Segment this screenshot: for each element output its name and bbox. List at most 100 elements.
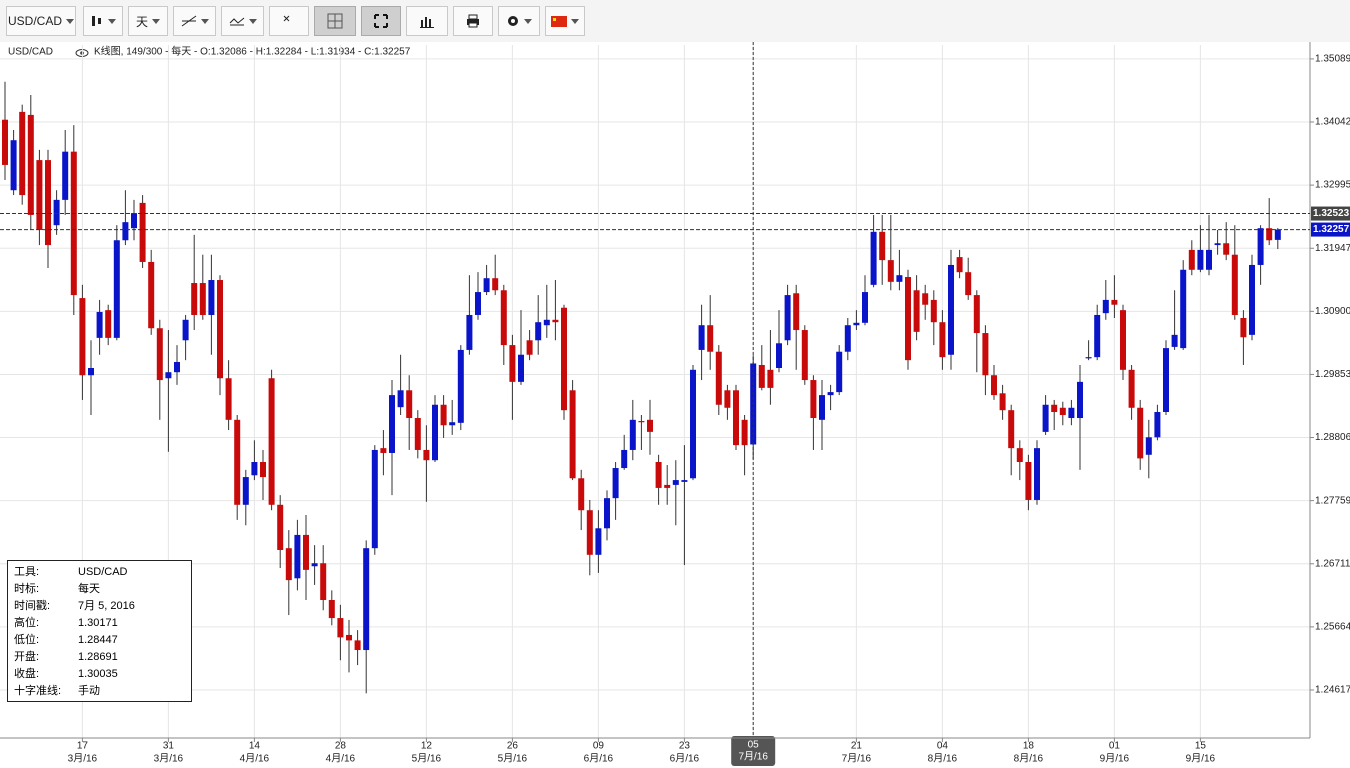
info-row: 工具: USD/CAD [14, 564, 191, 581]
candle-body [982, 333, 989, 376]
x-tick-label: 04 [937, 741, 949, 752]
candle-body [1111, 299, 1118, 305]
info-value: USD/CAD [78, 566, 128, 578]
candle-body [690, 369, 696, 479]
print-button[interactable] [453, 6, 493, 36]
candle-body [939, 322, 946, 358]
candle-body [1102, 299, 1109, 314]
settings-button[interactable] [498, 6, 540, 36]
legend-symbol: USD/CAD [8, 47, 53, 58]
candle-body [1051, 404, 1058, 412]
candle-body [741, 419, 748, 446]
x-tick-label: 28 [335, 741, 347, 752]
caret [108, 18, 116, 24]
candle-body [1145, 437, 1152, 455]
info-row: 低位: 1.28447 [14, 632, 191, 649]
candle-body [19, 111, 26, 196]
candle-body [217, 280, 223, 379]
icon [283, 15, 290, 22]
x-tick-month: 3月/16 [154, 753, 184, 765]
candles [2, 81, 1281, 694]
info-value: 每天 [78, 583, 100, 595]
candle-body [733, 390, 739, 446]
info-key: 工具: [14, 566, 40, 578]
candle-body [234, 419, 241, 505]
price-label-bg [1311, 222, 1350, 237]
candle-body [965, 272, 972, 296]
period-text: 天 [135, 14, 148, 29]
candle-body [1137, 407, 1144, 459]
caret [571, 18, 579, 24]
info-row: 时标: 每天 [14, 581, 191, 598]
x-tick-month: 9月/16 [1186, 753, 1216, 765]
candle-body [294, 534, 301, 579]
info-key: 开盘: [14, 651, 40, 663]
candle-body [930, 299, 937, 323]
crosshair-button[interactable] [314, 6, 356, 36]
info-row: 高位: 1.30171 [14, 615, 191, 632]
candle-body [165, 372, 172, 379]
info-value: 1.30171 [78, 617, 118, 629]
candle-body [423, 449, 430, 461]
candle-body [1231, 254, 1238, 315]
candle-body [870, 231, 877, 285]
candle-body [475, 292, 481, 315]
candle-body [225, 378, 232, 420]
candle-body [1128, 369, 1135, 408]
grid [0, 45, 1310, 738]
x-tick-label: 23 [679, 741, 691, 752]
y-tick-label: 1.32995 [1315, 180, 1350, 191]
x-tick-month: 9月/16 [1100, 753, 1130, 765]
candle-body [552, 319, 559, 323]
x-tick-month: 6月/16 [670, 753, 700, 765]
period-select[interactable]: 天 [128, 6, 168, 36]
candle-body [1223, 243, 1230, 255]
candle-body [1154, 411, 1161, 438]
candle-body [535, 322, 542, 341]
chart-type-button[interactable] [83, 6, 123, 36]
caret [248, 18, 257, 24]
toolbar: USD/CAD 天 [0, 0, 1350, 43]
candle-body [311, 563, 318, 567]
candle-body [1274, 229, 1281, 240]
y-tick-label: 1.29853 [1315, 369, 1350, 380]
candle-body [320, 563, 327, 601]
indicator-button[interactable] [221, 6, 264, 36]
symbol-select[interactable]: USD/CAD [6, 6, 76, 36]
x-tick-label: 18 [1023, 741, 1035, 752]
price-label: 1.32257 [1313, 224, 1350, 235]
candle-body [612, 468, 619, 499]
clear-button[interactable] [269, 6, 309, 36]
candle-body [810, 380, 817, 419]
x-tick-label: 17 [77, 741, 89, 752]
info-key: 十字准线: [14, 685, 62, 697]
info-row: 十字准线: 手动 [14, 683, 191, 700]
candle-body [1249, 264, 1255, 335]
candle-body [715, 351, 722, 405]
candle-body [1034, 448, 1040, 500]
candle-body [672, 480, 679, 485]
x-tick-month: 7月/16 [842, 753, 872, 765]
candle-body [88, 367, 94, 376]
candle-body [156, 328, 163, 381]
candle-body [1094, 314, 1101, 358]
candle-body [604, 498, 610, 529]
candle-body [879, 231, 886, 261]
candle-body [380, 448, 387, 453]
candle-body [569, 390, 576, 479]
candle-body [793, 293, 800, 331]
language-button[interactable] [545, 6, 585, 36]
draw-tool-button[interactable] [173, 6, 216, 36]
candle-body [1008, 410, 1015, 449]
candle-body [113, 240, 120, 338]
candle-body [53, 199, 60, 226]
x-tick-month: 4月/16 [326, 753, 356, 765]
info-row: 收盘: 1.30035 [14, 666, 191, 683]
volume-button[interactable] [406, 6, 448, 36]
candle-body [681, 480, 688, 482]
candle-body [27, 114, 34, 215]
candle-body [948, 264, 954, 355]
icon [374, 14, 388, 28]
fullscreen-button[interactable] [361, 6, 401, 36]
candle-body [595, 528, 602, 555]
